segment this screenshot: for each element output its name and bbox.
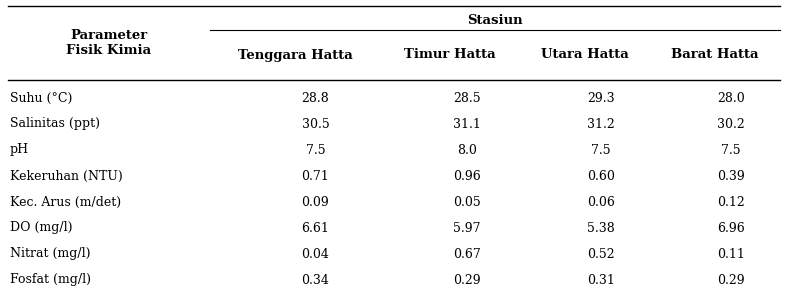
Text: 0.04: 0.04 [302,247,329,261]
Text: 29.3: 29.3 [587,92,615,105]
Text: 0.05: 0.05 [453,196,481,209]
Text: Barat Hatta: Barat Hatta [672,48,759,62]
Text: 31.1: 31.1 [453,118,481,130]
Text: 0.29: 0.29 [453,274,481,287]
Text: 0.71: 0.71 [302,170,329,183]
Text: Suhu (°C): Suhu (°C) [10,92,72,105]
Text: pH: pH [10,143,29,156]
Text: 28.8: 28.8 [302,92,329,105]
Text: 30.2: 30.2 [717,118,744,130]
Text: Salinitas (ppt): Salinitas (ppt) [10,118,100,130]
Text: 0.39: 0.39 [717,170,744,183]
Text: 0.09: 0.09 [302,196,329,209]
Text: 5.97: 5.97 [453,221,481,234]
Text: Utara Hatta: Utara Hatta [541,48,629,62]
Text: 0.06: 0.06 [587,196,615,209]
Text: Kekeruhan (NTU): Kekeruhan (NTU) [10,170,123,183]
Text: Nitrat (mg/l): Nitrat (mg/l) [10,247,90,261]
Text: 0.96: 0.96 [453,170,481,183]
Text: 31.2: 31.2 [587,118,615,130]
Text: 7.5: 7.5 [306,143,326,156]
Text: 0.12: 0.12 [717,196,744,209]
Text: 0.11: 0.11 [717,247,744,261]
Text: 0.29: 0.29 [717,274,744,287]
Text: 8.0: 8.0 [457,143,477,156]
Text: 6.96: 6.96 [717,221,744,234]
Text: Stasiun: Stasiun [467,14,523,26]
Text: 0.34: 0.34 [302,274,329,287]
Text: 28.0: 28.0 [717,92,744,105]
Text: 7.5: 7.5 [591,143,611,156]
Text: DO (mg/l): DO (mg/l) [10,221,73,234]
Text: 30.5: 30.5 [302,118,329,130]
Text: 0.31: 0.31 [587,274,615,287]
Text: 0.52: 0.52 [587,247,615,261]
Text: Timur Hatta: Timur Hatta [404,48,496,62]
Text: 5.38: 5.38 [587,221,615,234]
Text: Tenggara Hatta: Tenggara Hatta [238,48,352,62]
Text: 7.5: 7.5 [721,143,741,156]
Text: 0.67: 0.67 [453,247,481,261]
Text: 28.5: 28.5 [453,92,481,105]
Text: Fosfat (mg/l): Fosfat (mg/l) [10,274,91,287]
Text: 0.60: 0.60 [587,170,615,183]
Text: 6.61: 6.61 [302,221,329,234]
Text: Parameter
Fisik Kimia: Parameter Fisik Kimia [67,29,151,57]
Text: Kec. Arus (m/det): Kec. Arus (m/det) [10,196,121,209]
